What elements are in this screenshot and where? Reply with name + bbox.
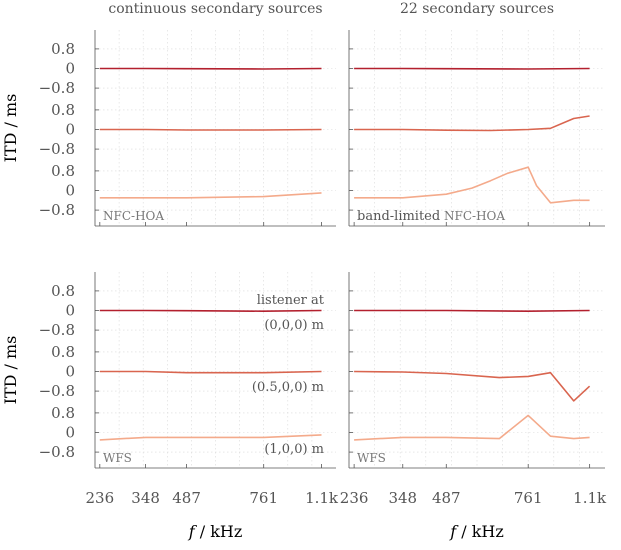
y-tick-label: 0 xyxy=(65,424,75,442)
y-tick-label: 0 xyxy=(65,302,75,320)
series-line-1 xyxy=(99,309,322,313)
x-tick-label: 1.1k xyxy=(573,489,607,507)
y-axis-title: ITD / ms xyxy=(1,336,20,405)
y-tick-label: 0 xyxy=(65,121,75,139)
method-name: NFC-HOA xyxy=(444,209,505,223)
grid-layer xyxy=(95,30,605,468)
x-tick-label: 348 xyxy=(131,489,160,507)
x-axis-title: f / kHz xyxy=(449,522,504,541)
x-axis-unit: / kHz xyxy=(200,522,243,541)
series-line-2 xyxy=(354,370,591,402)
series-line-1 xyxy=(354,67,590,70)
series-line-1 xyxy=(354,309,590,313)
series-line-3 xyxy=(99,192,322,199)
axes-layer xyxy=(94,30,605,469)
method-name: WFS xyxy=(357,451,386,465)
method-label: WFS xyxy=(357,451,386,465)
column-title: 22 secondary sources xyxy=(400,1,554,17)
y-tick-label: 0 xyxy=(65,363,75,381)
y-tick-label: 0.8 xyxy=(51,40,75,58)
series-line-1 xyxy=(99,67,322,70)
x-axis-variable: f xyxy=(449,522,459,541)
y-axis-title: ITD / ms xyxy=(1,94,20,163)
series-line-3 xyxy=(354,414,590,441)
x-axis-title: f / kHz xyxy=(188,522,243,541)
method-label: NFC-HOA xyxy=(103,209,164,223)
x-tick-label: 348 xyxy=(388,489,417,507)
listener-position-label: (0,0,0) m xyxy=(264,318,324,333)
x-tick-label: 1.1k xyxy=(305,489,339,507)
series-layer xyxy=(99,67,591,441)
y-tick-label: 0.8 xyxy=(51,404,75,422)
y-tick-label: −0.8 xyxy=(39,443,75,461)
series-line-2 xyxy=(354,115,590,132)
y-tick-label: 0.8 xyxy=(51,101,75,119)
x-tick-label: 761 xyxy=(514,489,543,507)
x-axis-variable: f xyxy=(188,522,198,541)
y-tick-label: 0 xyxy=(65,182,75,200)
series-line-3 xyxy=(99,434,322,441)
x-tick-label: 761 xyxy=(249,489,278,507)
method-label: WFS xyxy=(103,451,132,465)
y-tick-label: 0 xyxy=(65,60,75,78)
series-line-2 xyxy=(99,128,322,131)
method-prefix: band-limited xyxy=(357,209,440,224)
y-tick-label: 0.8 xyxy=(51,162,75,180)
y-tick-label: 0.8 xyxy=(51,343,75,361)
series-line-2 xyxy=(99,370,322,374)
y-tick-label: −0.8 xyxy=(39,79,75,97)
y-tick-label: −0.8 xyxy=(39,201,75,219)
method-label: band-limited NFC-HOA xyxy=(357,209,505,224)
x-tick-label: 236 xyxy=(85,489,114,507)
x-tick-label: 236 xyxy=(340,489,369,507)
series-line-3 xyxy=(354,166,590,204)
x-axis-unit: / kHz xyxy=(461,522,504,541)
text-layer: 0.80−0.80.80−0.80.80−0.8 NFC-HOA band-limi… xyxy=(1,1,607,541)
method-name: NFC-HOA xyxy=(103,209,164,223)
method-name: WFS xyxy=(103,451,132,465)
x-tick-label: 487 xyxy=(172,489,201,507)
listener-position-label: (0.5,0,0) m xyxy=(252,380,324,395)
column-title: continuous secondary sources xyxy=(108,1,322,17)
x-tick-label: 487 xyxy=(432,489,461,507)
listener-position-label: (1,0,0) m xyxy=(264,442,324,457)
y-tick-label: −0.8 xyxy=(39,382,75,400)
listener-label: listener at xyxy=(257,293,325,308)
y-tick-label: −0.8 xyxy=(39,140,75,158)
y-tick-label: 0.8 xyxy=(51,282,75,300)
y-tick-label: −0.8 xyxy=(39,321,75,339)
